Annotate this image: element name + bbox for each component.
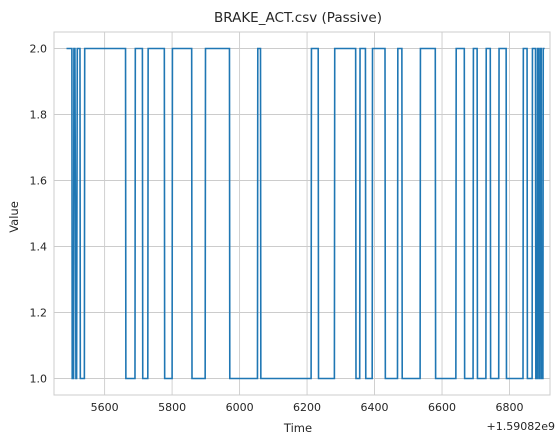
- y-gridlines: [54, 48, 550, 379]
- plot-frame: [53, 31, 551, 396]
- y-tick-label: 1.0: [30, 373, 48, 386]
- x-tick-labels: 5600 5800 6000 6200 6400 6600 6800: [91, 401, 524, 414]
- x-tick-label: 6800: [496, 401, 524, 414]
- series-line: [66, 47, 545, 380]
- y-tick-label: 1.6: [30, 175, 48, 188]
- y-tick-labels: 1.0 1.2 1.4 1.6 1.8 2.0: [30, 43, 48, 386]
- x-offset-label: +1.59082e9: [487, 420, 555, 433]
- y-tick-label: 1.2: [30, 307, 48, 320]
- chart-title: BRAKE_ACT.csv (Passive): [214, 10, 382, 26]
- x-tick-label: 6200: [293, 401, 321, 414]
- x-tick-label: 5800: [158, 401, 186, 414]
- x-tick-label: 6400: [361, 401, 389, 414]
- x-axis-label: Time: [283, 421, 312, 435]
- x-tick-label: 6000: [226, 401, 254, 414]
- y-tick-label: 2.0: [30, 43, 48, 56]
- y-tick-label: 1.8: [30, 109, 48, 122]
- x-tick-label: 6600: [428, 401, 456, 414]
- y-tick-label: 1.4: [30, 241, 48, 254]
- y-axis-label: Value: [7, 201, 21, 233]
- x-tick-label: 5600: [91, 401, 119, 414]
